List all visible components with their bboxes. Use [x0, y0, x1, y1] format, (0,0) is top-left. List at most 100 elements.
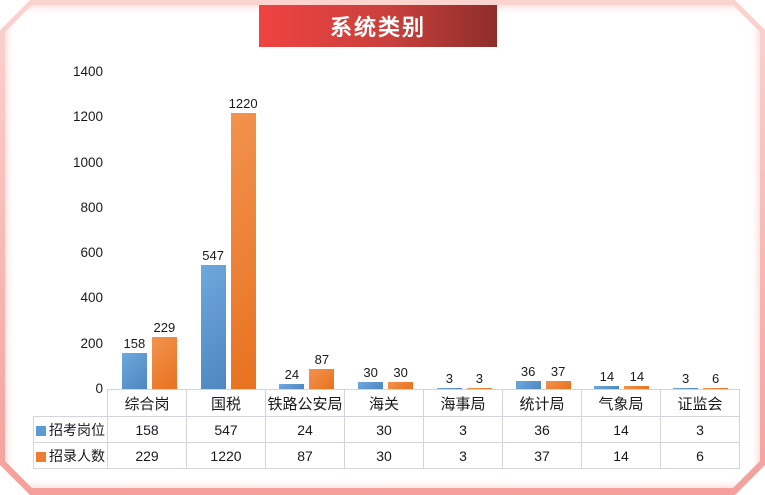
bar-wrap: 3 [436, 72, 462, 389]
bar-group-0: 158 229 [110, 72, 189, 389]
y-axis-tick-label: 800 [80, 199, 103, 215]
bar-group-5: 36 37 [504, 72, 583, 389]
category-header: 综合岗 [107, 389, 187, 417]
bar-wrap: 3 [673, 72, 699, 389]
y-axis-tick-label: 1000 [72, 154, 103, 170]
table-value-cell: 30 [344, 416, 424, 443]
legend-key-swatch [36, 425, 46, 436]
bar-series1-cat2 [309, 369, 335, 389]
chart-title-banner: 系统类别 [259, 5, 497, 47]
bar-series0-cat0 [121, 353, 147, 389]
plot-area: 158 229 547 1220 24 87 30 30 3 3 36 37 14 14 3 6 [110, 72, 740, 389]
y-axis-tick-label: 1200 [72, 109, 103, 125]
category-header: 海关 [344, 389, 424, 417]
bar-series0-cat6 [594, 385, 620, 389]
bar-value-label: 14 [599, 368, 615, 384]
bar-series1-cat1 [230, 112, 256, 389]
bar-value-label: 158 [123, 336, 146, 352]
page-title: 系统类别 [329, 15, 426, 40]
table-value-cell: 14 [581, 442, 661, 469]
bar-value-label: 24 [284, 366, 300, 382]
bar-value-label: 30 [363, 365, 378, 381]
table-value-cell: 30 [344, 442, 424, 469]
table-value-cell: 24 [265, 416, 345, 443]
y-axis-tick-label: 1400 [72, 64, 103, 79]
bar-series0-cat1 [200, 265, 226, 389]
bar-value-label: 229 [153, 320, 176, 336]
table-value-cell: 229 [107, 442, 187, 469]
bar-wrap: 158 [121, 72, 147, 389]
bar-value-label: 3 [682, 370, 690, 386]
bar-wrap: 6 [703, 72, 729, 389]
category-header: 海事局 [423, 389, 503, 417]
bar-series1-cat4 [466, 387, 492, 389]
y-axis-tick-label: 0 [95, 381, 103, 396]
bar-series1-cat3 [388, 382, 414, 389]
bar-series0-cat5 [515, 380, 541, 389]
table-corner-cell [34, 390, 108, 417]
table-row: 招录人数 229 1220 87 30 3 37 14 6 [33, 442, 740, 469]
bar-series0-cat3 [358, 382, 384, 389]
category-header: 铁路公安局 [265, 389, 345, 417]
table-value-cell: 37 [502, 442, 582, 469]
bar-wrap: 87 [309, 72, 335, 389]
y-axis-tick-label: 600 [80, 245, 103, 261]
bar-wrap: 3 [466, 72, 492, 389]
table-value-cell: 3 [423, 416, 503, 443]
category-header: 统计局 [502, 389, 582, 417]
bar-wrap: 30 [358, 72, 384, 389]
bar-series1-cat7 [703, 387, 729, 389]
bar-wrap: 229 [151, 72, 177, 389]
table-value-cell: 3 [660, 416, 740, 443]
table-value-cell: 1220 [186, 442, 266, 469]
bar-value-label: 6 [712, 370, 720, 386]
bar-value-label: 547 [202, 248, 224, 264]
bar-series1-cat5 [545, 380, 571, 389]
table-row: 招考岗位 158 547 24 30 3 36 14 3 [33, 416, 740, 443]
category-header: 气象局 [581, 389, 661, 417]
bar-group-2: 24 87 [268, 72, 347, 389]
y-axis: 0 200 400 600 800 1000 1200 1400 [58, 0, 105, 420]
category-header: 证监会 [660, 389, 740, 417]
bar-wrap: 1220 [228, 72, 258, 389]
bar-value-label: 1220 [228, 95, 258, 111]
bar-series0-cat7 [673, 387, 699, 389]
table-value-cell: 3 [423, 442, 503, 469]
bar-value-label: 14 [629, 368, 645, 384]
data-table: 综合岗 国税 铁路公安局 海关 海事局 统计局 气象局 证监会 招考岗位 158 547 24 30 3 3… [33, 389, 740, 469]
bar-wrap: 24 [279, 72, 305, 389]
table-value-cell: 87 [265, 442, 345, 469]
bar-value-label: 37 [550, 363, 566, 379]
bar-series1-cat6 [624, 385, 650, 389]
bar-series0-cat2 [279, 383, 305, 389]
bar-value-label: 3 [445, 370, 453, 386]
bar-value-label: 87 [314, 352, 330, 368]
category-header: 国税 [186, 389, 266, 417]
y-axis-tick-label: 400 [80, 290, 103, 306]
table-value-cell: 6 [660, 442, 740, 469]
bar-series0-cat4 [436, 387, 462, 389]
legend-cell: 招考岗位 [33, 416, 108, 443]
bar-series1-cat0 [151, 337, 177, 389]
y-axis-tick-label: 200 [80, 335, 103, 351]
bar-value-label: 3 [475, 370, 483, 386]
table-value-cell: 158 [107, 416, 187, 443]
bar-group-6: 14 14 [583, 72, 662, 389]
bar-group-1: 547 1220 [189, 72, 268, 389]
bar-wrap: 37 [545, 72, 571, 389]
table-value-cell: 36 [502, 416, 582, 443]
legend-cell: 招录人数 [33, 442, 108, 469]
table-value-cell: 547 [186, 416, 266, 443]
bar-wrap: 36 [515, 72, 541, 389]
legend-key-swatch [36, 451, 46, 462]
bar-value-label: 36 [520, 363, 536, 379]
bar-group-3: 30 30 [346, 72, 425, 389]
bar-wrap: 14 [624, 72, 650, 389]
bar-wrap: 30 [388, 72, 414, 389]
table-value-cell: 14 [581, 416, 661, 443]
bar-wrap: 547 [200, 72, 226, 389]
bar-wrap: 14 [594, 72, 620, 389]
